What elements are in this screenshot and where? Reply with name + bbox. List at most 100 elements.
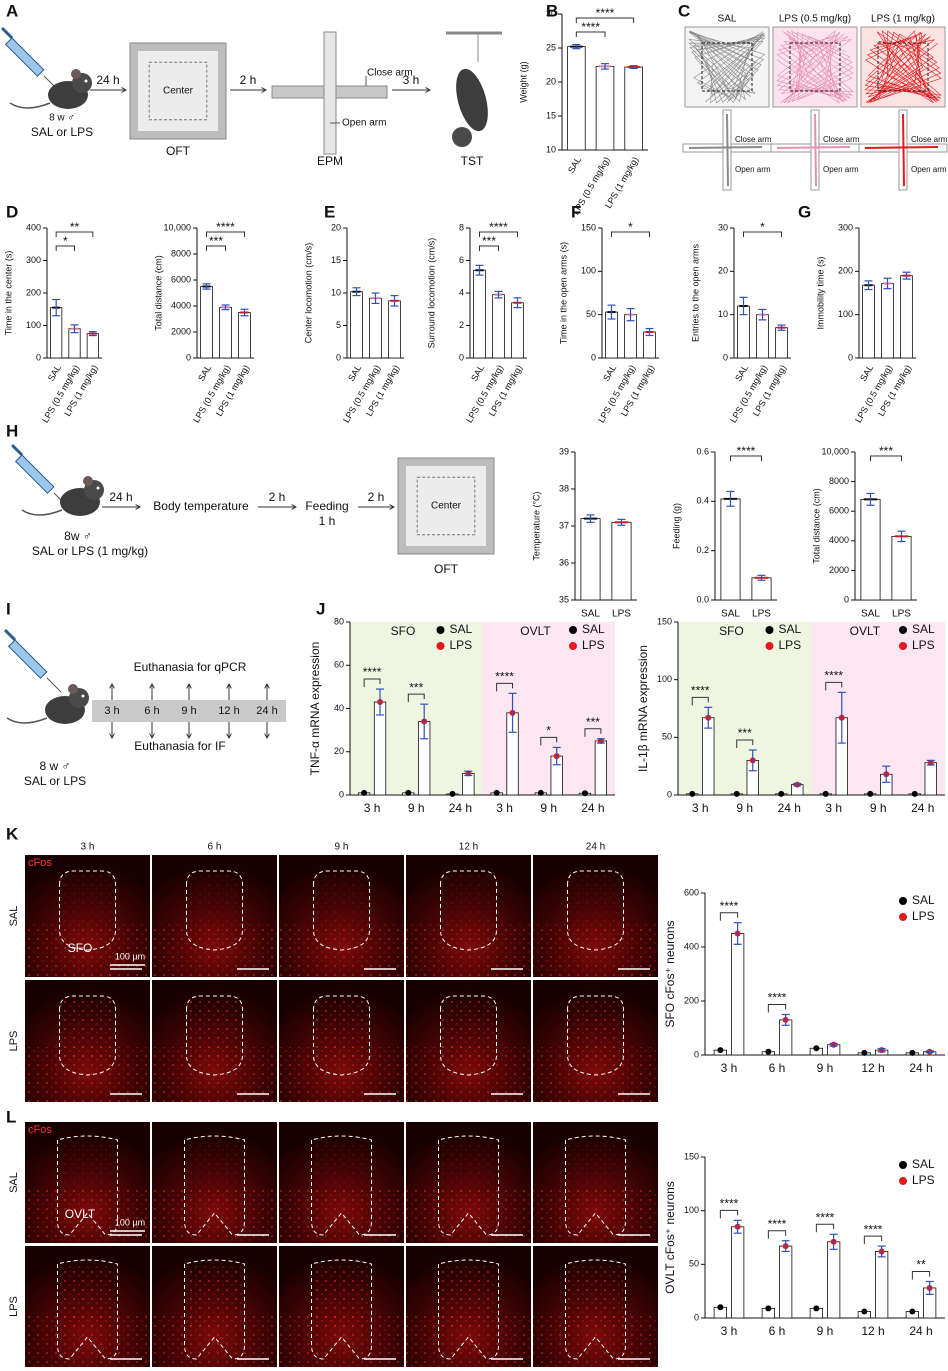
micrograph-signal	[187, 1142, 242, 1203]
significance-label: ****	[768, 991, 787, 1005]
significance-label: ****	[363, 665, 382, 679]
bar-mean-dot	[581, 790, 588, 797]
micrograph-signal	[568, 1266, 623, 1327]
label: Close arm	[823, 135, 860, 144]
significance-bracket	[407, 693, 425, 703]
syringe-plunger	[0, 26, 14, 40]
bar	[511, 302, 524, 359]
bar-mean-dot	[909, 1049, 916, 1056]
label: SFO	[68, 941, 93, 955]
micrograph-signal	[187, 875, 242, 936]
arrow-head	[264, 733, 270, 740]
panel-label: F	[571, 202, 581, 221]
bar	[731, 933, 745, 1056]
y-tick-label: 10,000	[163, 222, 191, 232]
region-outline	[438, 1259, 499, 1360]
x-tick-label: 3 h	[692, 801, 709, 815]
legend-marker	[765, 626, 774, 634]
mouse-eye	[81, 694, 85, 698]
bar	[702, 717, 715, 796]
label: Open arm	[342, 118, 386, 129]
y-tick-label: 36	[559, 557, 569, 567]
y-tick-label: 20	[718, 266, 728, 276]
legend-label: SAL	[779, 622, 802, 636]
label: 12 h	[459, 842, 478, 853]
region-outline	[311, 1135, 372, 1236]
region-outline	[565, 1135, 626, 1236]
legend-marker	[569, 626, 577, 634]
label: 8w ♂	[64, 529, 92, 543]
bar-mean-dot	[361, 789, 368, 796]
significance-bracket	[736, 739, 754, 749]
label: 6 h	[144, 705, 159, 717]
bar	[900, 275, 913, 359]
x-tick-label: SAL	[733, 363, 750, 383]
panel-label: E	[324, 202, 335, 221]
epm-open-arms	[323, 31, 337, 155]
bar-mean-dot	[717, 1304, 724, 1311]
legend-label: LPS	[779, 638, 802, 652]
region-outline	[184, 1135, 245, 1236]
mouse-tail	[6, 717, 48, 724]
x-tick-label: 3 h	[721, 1324, 738, 1338]
significance-label: *	[63, 234, 68, 248]
arrow-head	[186, 733, 192, 740]
micrograph-signal	[441, 1266, 496, 1327]
y-axis-label: Entries to the open arms	[690, 243, 700, 342]
y-tick-label: 100	[684, 1205, 699, 1215]
arrow-head	[109, 733, 115, 740]
bar	[219, 306, 232, 359]
syringe	[4, 37, 45, 77]
y-tick-label: 100	[838, 309, 853, 319]
label: EPM	[317, 154, 343, 168]
significance-bracket	[363, 678, 381, 688]
legend-label: SAL	[912, 893, 935, 907]
bar	[200, 286, 213, 359]
significance-bracket	[815, 1223, 835, 1233]
bar	[624, 66, 643, 151]
bar	[567, 46, 586, 151]
y-axis-label: Time in the center (s)	[3, 251, 13, 336]
group-title: SAL	[718, 14, 737, 25]
y-axis-label: Total distance (cm)	[811, 488, 821, 564]
y-tick-label: 200	[838, 266, 853, 276]
x-tick-label: 9 h	[817, 1061, 834, 1075]
arrow-head	[186, 682, 192, 689]
oft-floor	[138, 51, 218, 131]
bar	[875, 1251, 889, 1319]
y-tick-label: 10	[546, 144, 556, 154]
label: 8 w ♂	[39, 759, 70, 773]
micrograph-signal	[60, 1000, 115, 1061]
bar	[731, 1226, 745, 1319]
group-title: LPS (0.5 mg/kg)	[779, 14, 851, 25]
region-outline	[440, 995, 497, 1076]
micrograph-signal	[568, 1142, 623, 1203]
region-outline	[565, 1259, 626, 1360]
x-tick-label: 12 h	[861, 1061, 884, 1075]
bar	[594, 740, 608, 796]
x-tick-label: SAL	[469, 363, 486, 383]
significance-bracket	[911, 1271, 931, 1280]
micrograph-signal	[568, 1000, 623, 1061]
arrow-head	[226, 733, 232, 740]
y-tick-label: 0	[723, 352, 728, 362]
mouse-tail	[9, 102, 51, 109]
significance-label: **	[70, 220, 80, 234]
bar-mean-dot	[813, 1305, 820, 1312]
legend-marker	[899, 1161, 907, 1169]
syringe-needle	[46, 677, 62, 693]
y-tick-label: 38	[559, 483, 569, 493]
legend-label: LPS	[912, 638, 935, 652]
bar	[751, 577, 772, 601]
y-tick-label: 2	[459, 320, 464, 330]
bar	[611, 521, 632, 601]
x-tick-label: SAL	[46, 363, 63, 383]
mouse-ear	[83, 476, 93, 486]
significance-label: ****	[864, 1222, 883, 1236]
y-tick-label: 0	[339, 789, 344, 799]
region-outline	[313, 995, 370, 1076]
y-axis-label: Time in the open arms (s)	[558, 242, 568, 344]
label: Feeding	[305, 499, 348, 513]
label: Close arm	[911, 135, 948, 144]
